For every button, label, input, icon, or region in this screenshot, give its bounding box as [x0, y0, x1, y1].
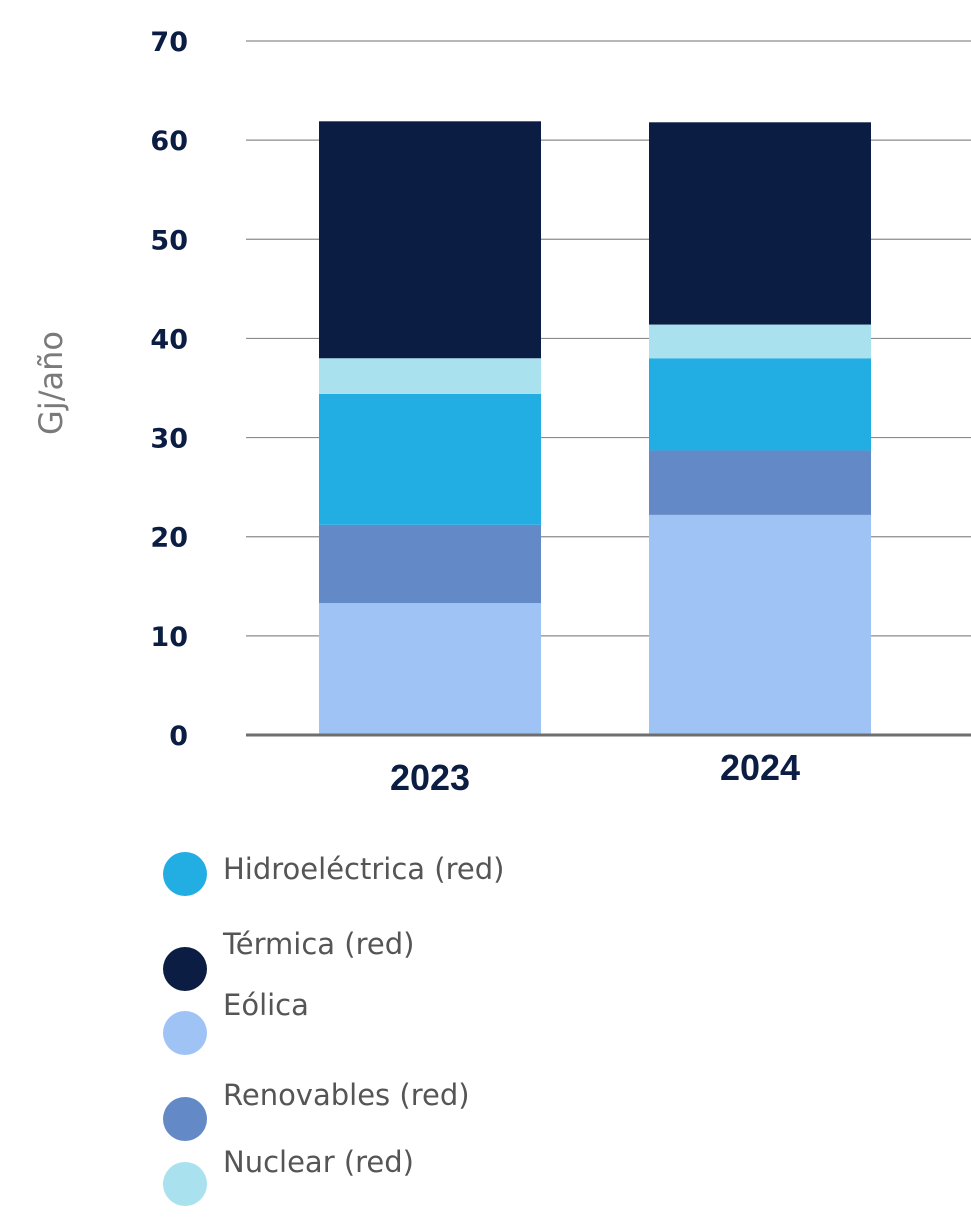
y-axis-label: Gj/año: [32, 331, 70, 435]
y-tick-labels: 0 10 20 30 40 50 60 70: [150, 27, 188, 752]
bar-segment: [649, 358, 871, 451]
legend-swatch: [163, 852, 207, 896]
bar-segment: [319, 358, 541, 394]
y-tick-label: 70: [150, 27, 188, 58]
bar-segment: [319, 393, 541, 525]
y-tick-label: 0: [169, 721, 188, 752]
bar-segments: [319, 121, 871, 735]
legend-label: Térmica (red): [223, 927, 415, 961]
legend-swatch: [163, 1011, 207, 1055]
bar-segment: [649, 324, 871, 359]
bar-segment: [649, 514, 871, 735]
bar-segment: [319, 603, 541, 735]
y-tick-label: 40: [150, 324, 188, 355]
legend-label: Nuclear (red): [223, 1145, 414, 1179]
y-tick-label: 10: [150, 622, 188, 653]
legend-swatch: [163, 1097, 207, 1141]
y-tick-label: 60: [150, 126, 188, 157]
x-tick-labels: 2023 2024: [390, 747, 800, 798]
y-tick-label: 20: [150, 523, 188, 554]
bar-segment: [319, 524, 541, 604]
bar-segment: [319, 121, 541, 359]
legend-swatch: [163, 1162, 207, 1206]
bar-segment: [649, 122, 871, 325]
legend-label: Eólica: [223, 988, 309, 1022]
y-tick-label: 30: [150, 424, 188, 455]
legend-swatch: [163, 947, 207, 991]
y-tick-label: 50: [150, 225, 188, 256]
stacked-bar-chart: 0 10 20 30 40 50 60 70 2023 2024 Gj/año: [32, 27, 971, 798]
legend-label: Renovables (red): [223, 1078, 470, 1112]
legend-label: Hidroeléctrica (red): [223, 852, 505, 886]
x-tick-label: 2023: [390, 757, 470, 798]
x-tick-label: 2024: [720, 747, 800, 788]
bar-segment: [649, 450, 871, 515]
